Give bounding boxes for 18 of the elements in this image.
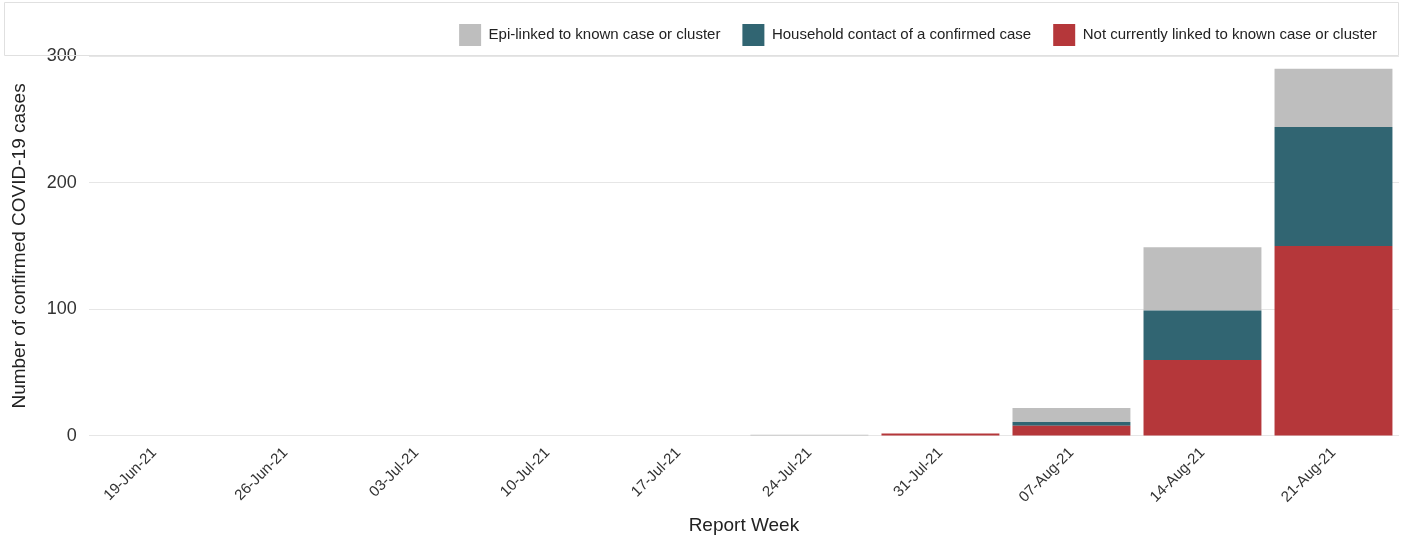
y-tick-label: 100: [46, 298, 77, 319]
bar: [1143, 310, 1262, 360]
bar: [1012, 408, 1131, 423]
bar: [1143, 247, 1262, 311]
bar: [1274, 245, 1393, 436]
bar: [881, 433, 1000, 436]
y-axis-title: Number of confirmed COVID-19 cases: [7, 83, 29, 409]
bar: [1274, 126, 1393, 246]
bar: [1143, 359, 1262, 436]
legend-label: Not currently linked to known case or cluster: [1082, 25, 1377, 43]
y-tick-label: 0: [66, 424, 77, 445]
x-axis-title: Report Week: [688, 513, 800, 535]
bar: [1012, 422, 1131, 426]
bar: [1274, 68, 1393, 127]
y-tick-label: 200: [46, 171, 77, 192]
legend-label: Epi-linked to known case or cluster: [488, 25, 721, 43]
legend-label: Household contact of a confirmed case: [771, 25, 1032, 43]
bar: [1012, 425, 1131, 436]
